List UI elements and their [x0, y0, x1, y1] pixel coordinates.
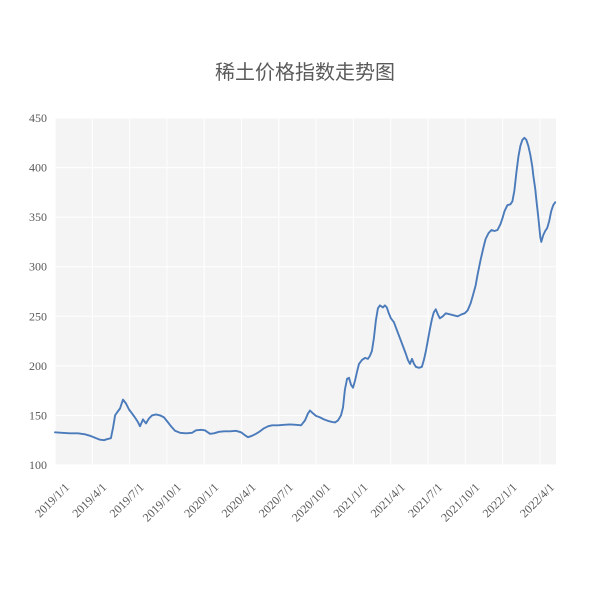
y-tick-label: 350	[29, 210, 47, 224]
x-tick-label: 2022/4/1	[517, 480, 557, 520]
y-tick-label: 100	[29, 458, 47, 472]
x-tick-label: 2021/4/1	[368, 480, 408, 520]
price-index-line-series	[54, 136, 557, 442]
y-tick-label: 150	[29, 408, 47, 422]
x-tick-label: 2021/1/1	[330, 480, 370, 520]
chart-title: 稀土价格指数走势图	[215, 61, 395, 84]
x-tick-label: 2019/1/1	[32, 480, 72, 520]
x-tick-label: 2019/10/1	[140, 480, 184, 524]
x-axis-tick-labels: 2019/1/12019/4/12019/7/12019/10/12020/1/…	[32, 480, 557, 524]
x-tick-label: 2022/1/1	[480, 480, 520, 520]
x-tick-label: 2021/10/1	[438, 480, 482, 524]
y-tick-label: 450	[29, 111, 47, 125]
plot-area	[55, 118, 556, 465]
y-axis-tick-labels: 100 150 200 250 300 350 400 450	[29, 111, 47, 472]
horizontal-gridlines	[55, 117, 556, 466]
y-tick-label: 400	[29, 161, 47, 175]
x-tick-label: 2020/10/1	[289, 480, 333, 524]
x-tick-label: 2020/1/1	[181, 480, 221, 520]
y-tick-label: 200	[29, 359, 47, 373]
y-tick-label: 300	[29, 260, 47, 274]
vertical-gridlines	[54, 118, 541, 465]
x-tick-label: 2019/4/1	[69, 480, 109, 520]
y-tick-label: 250	[29, 309, 47, 323]
x-tick-label: 2020/4/1	[219, 480, 259, 520]
